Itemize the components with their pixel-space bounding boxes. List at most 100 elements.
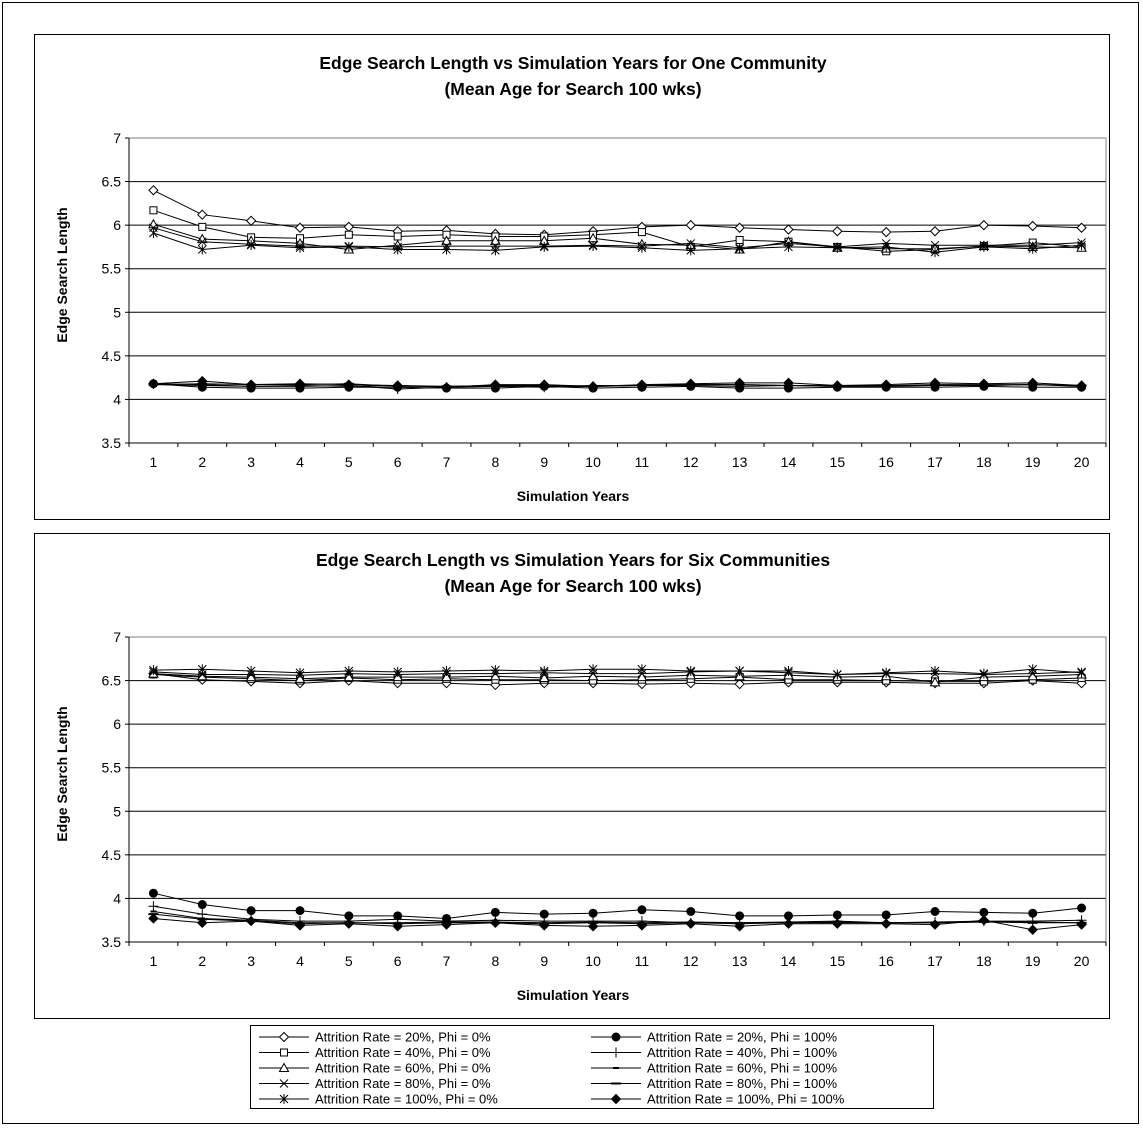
x-tick-label: 1 (150, 953, 158, 969)
data-point (734, 377, 745, 389)
data-point (1027, 220, 1038, 232)
data-point (441, 671, 452, 682)
x-tick-label: 14 (781, 454, 797, 470)
x-axis-label: Simulation Years (517, 488, 630, 504)
legend-marker (279, 1079, 289, 1088)
data-point (441, 235, 452, 245)
x-tick-label: 17 (927, 454, 943, 470)
data-point (148, 218, 159, 229)
x-tick-label: 13 (732, 953, 748, 969)
data-point (294, 673, 306, 683)
y-tick-label: 6.5 (102, 174, 122, 190)
data-point (148, 913, 159, 924)
data-point (930, 240, 940, 250)
x-tick-label: 7 (443, 454, 451, 470)
x-tick-label: 10 (585, 953, 601, 969)
series-line (153, 892, 1082, 920)
data-point (441, 382, 452, 393)
data-point (587, 381, 599, 392)
y-tick-label: 6 (113, 716, 121, 732)
data-point (198, 222, 207, 231)
data-point (636, 920, 648, 931)
data-point (1076, 222, 1087, 233)
y-axis-label: Edge Search Length (54, 207, 70, 342)
series-5 (149, 227, 1086, 258)
x-tick-label: 2 (198, 454, 206, 470)
data-point (295, 242, 305, 253)
chart-title-line-1: Edge Search Length vs Simulation Years f… (319, 53, 827, 73)
data-point (929, 919, 941, 930)
y-tick-label: 4.5 (102, 847, 122, 863)
chart-one-community: Edge Search Length vs Simulation Years f… (34, 34, 1110, 520)
data-point (197, 244, 207, 255)
legend-entry: Attrition Rate = 40%, Phi = 100% (591, 1045, 837, 1060)
legend-marker (278, 1062, 290, 1072)
data-point (344, 241, 354, 252)
x-tick-label: 15 (830, 454, 846, 470)
legend-entry: Attrition Rate = 40%, Phi = 0% (259, 1045, 491, 1060)
data-point (197, 900, 207, 910)
chart-legend: Attrition Rate = 20%, Phi = 0% Attrition … (250, 1025, 934, 1109)
data-point (197, 909, 208, 920)
chart-title-line-2: (Mean Age for Search 100 wks) (444, 79, 701, 99)
legend-entry: Attrition Rate = 80%, Phi = 100% (591, 1076, 837, 1091)
data-point (784, 241, 793, 252)
data-point (1028, 908, 1038, 918)
x-tick-label: 1 (150, 454, 158, 470)
data-point (686, 907, 696, 916)
data-point (441, 919, 452, 930)
data-point (637, 228, 646, 237)
data-point (539, 379, 550, 390)
x-tick-label: 13 (732, 454, 748, 470)
series-line (153, 383, 1082, 389)
data-point (783, 918, 794, 929)
data-point (392, 921, 403, 932)
y-tick-label: 7 (113, 130, 121, 146)
data-point (490, 379, 501, 390)
data-point (978, 219, 990, 231)
x-tick-label: 11 (635, 953, 650, 969)
series-line (153, 189, 1082, 236)
data-point (930, 665, 940, 676)
data-point (1077, 903, 1087, 913)
data-point (148, 888, 158, 898)
legend-label: Attrition Rate = 40%, Phi = 100% (647, 1045, 837, 1060)
data-point (979, 668, 989, 679)
data-point (734, 222, 745, 233)
data-point (490, 917, 501, 929)
data-point (880, 379, 892, 390)
data-point (1076, 380, 1087, 391)
data-point (636, 379, 648, 390)
data-point (442, 665, 451, 676)
data-point (832, 669, 842, 680)
data-point (929, 377, 941, 389)
series-line (153, 673, 1082, 683)
data-point (539, 920, 550, 931)
legend-label: Attrition Rate = 20%, Phi = 100% (647, 1030, 837, 1045)
series-line (153, 670, 1082, 676)
data-point (246, 906, 256, 916)
x-tick-label: 16 (878, 454, 894, 470)
legend-entry: Attrition Rate = 100%, Phi = 100% (591, 1092, 845, 1107)
x-tick-label: 8 (491, 953, 499, 969)
data-point (246, 240, 256, 251)
data-point (245, 379, 257, 390)
x-tick-label: 19 (1025, 953, 1041, 969)
data-point (784, 665, 793, 676)
data-point (491, 245, 500, 256)
y-tick-label: 3.5 (102, 934, 122, 950)
x-tick-label: 4 (296, 454, 304, 470)
data-point (735, 243, 744, 254)
data-point (1076, 919, 1087, 930)
data-point (246, 665, 256, 676)
data-point (295, 667, 305, 678)
data-point (343, 671, 355, 682)
data-point (978, 378, 990, 389)
data-point (637, 905, 647, 915)
legend-label: Attrition Rate = 100%, Phi = 0% (315, 1092, 498, 1107)
legend-entry: Attrition Rate = 60%, Phi = 100% (591, 1061, 837, 1076)
y-axis-label: Edge Search Length (54, 706, 70, 841)
series-line (153, 673, 1082, 686)
data-point (685, 378, 696, 389)
